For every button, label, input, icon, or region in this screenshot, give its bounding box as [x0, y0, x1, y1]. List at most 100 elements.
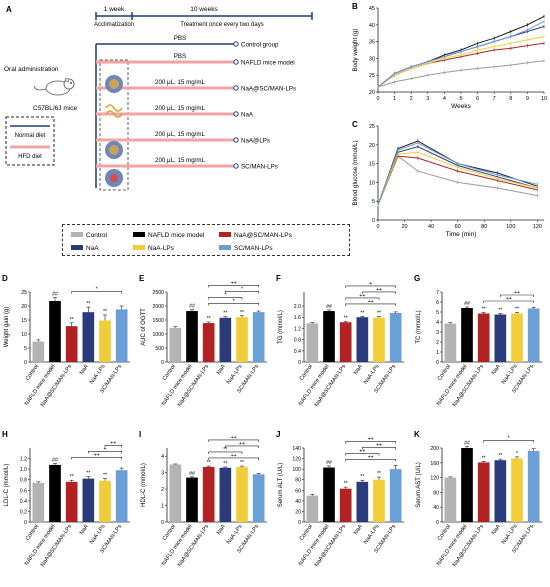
weight-gain-bar-chart: D 0 5 10 15 20 25 Weight gain (g) Control ## NAFLD…	[2, 274, 130, 408]
y-tick-label: 0	[298, 360, 301, 366]
y-axis-label: TG (mmol/L)	[278, 310, 284, 344]
category-label: NAFLD mice model	[298, 524, 331, 567]
category-label: Control	[162, 524, 177, 542]
category-label: NaA-LPs	[363, 524, 381, 546]
bracket-label: ++	[94, 452, 100, 458]
significance-bracket	[362, 447, 396, 450]
bar	[169, 464, 182, 522]
bar	[99, 480, 111, 522]
y-tick-label: 1.2	[20, 457, 27, 463]
panel-label-J: J	[276, 430, 280, 439]
y-tick-label: 80	[295, 478, 301, 484]
chart-B-panel: B 20 25 30 35 40 45 0 1 2 3 4 5 6 7 8 9 10 Weeks Body weigh…	[350, 0, 550, 118]
category-label: Control	[437, 524, 452, 542]
category-label: NaA@SC/MAN-LPs	[177, 364, 211, 408]
bar	[444, 477, 457, 522]
x-tick-label: 5	[459, 96, 462, 102]
category-label: NaA@SC/MAN-LPs	[40, 364, 74, 408]
significance-mark: **	[70, 317, 74, 323]
y-axis-label: Blood glucose (mmol/L)	[352, 141, 359, 206]
y-axis-label: Serum ALT (U/L)	[278, 463, 284, 507]
y-tick-label: 4	[161, 454, 164, 460]
y-tick-label: 0.8	[20, 478, 27, 484]
significance-mark: ##	[464, 441, 470, 447]
significance-mark: **	[360, 310, 364, 316]
bracket-label: **	[223, 447, 227, 453]
category-label: NaA-LPs	[226, 524, 244, 546]
category-label: NAFLD mice model	[24, 524, 57, 567]
hfd-diet-label: HFD diet	[18, 154, 42, 160]
legend-box: Control NAFLD mice model NaA@SC/MAN-LPs NaA…	[62, 224, 350, 256]
panel-label-K: K	[414, 430, 420, 439]
panel-label-I: I	[139, 430, 141, 439]
significance-mark: ##	[52, 292, 58, 298]
bracket-label: ++	[231, 435, 237, 441]
significance-mark: ##	[189, 303, 195, 309]
x-tick-label: 0	[376, 224, 379, 230]
significance-mark: ##	[464, 301, 470, 307]
bar	[373, 317, 385, 362]
y-tick-label: 5	[436, 310, 439, 316]
significance-mark: ##	[326, 304, 332, 310]
x-tick-label: 1	[393, 96, 396, 102]
y-tick-label: 20	[369, 90, 375, 96]
group-dose-label: 200 μL, 15 mg/mL	[155, 131, 206, 138]
series-line	[377, 146, 538, 206]
tc-bar-chart: G 0 1 2 3 4 5 6 7 TC (mmol/L) Control ## NAFLD mice …	[414, 274, 542, 408]
category-label: NaA@SC/MAN-LPs	[314, 524, 348, 568]
y-tick-label: 25	[21, 290, 27, 296]
diet-legend-box	[5, 116, 55, 166]
category-label: NaA@SC/MAN-LPs	[452, 364, 486, 408]
significance-mark: **	[344, 481, 348, 487]
bar	[219, 467, 232, 522]
y-tick-label: 0.4	[20, 499, 27, 505]
significance-mark: **	[498, 453, 502, 459]
bracket-label: ++	[239, 441, 245, 447]
significance-mark: **	[360, 474, 364, 480]
group-endpoint-icon	[233, 137, 239, 143]
liposome-icon-2	[105, 141, 123, 159]
y-tick-label: 140	[292, 446, 301, 452]
y-tick-label: 0	[436, 360, 439, 366]
y-tick-label: 1.2	[294, 326, 301, 332]
series-line	[377, 36, 545, 88]
category-label: NaA-LPs	[501, 364, 519, 386]
bar	[202, 466, 215, 522]
significance-bracket	[208, 457, 259, 460]
series-line	[377, 60, 545, 88]
chart-F-panel: F 0 0.4 0.8 1.2 1.6 2.0 TG (mmol/L) Control ## NAF…	[274, 272, 412, 422]
oral-administration-label: Oral administration	[4, 66, 59, 73]
significance-mark: **	[103, 309, 107, 315]
chart-J-panel: J 0 20 40 60 80 100 120 140 Serum ALT (U/L) Contro…	[274, 428, 412, 582]
bar	[82, 478, 95, 522]
bar	[511, 313, 523, 362]
y-tick-label: 15	[21, 318, 27, 324]
bar	[477, 462, 490, 522]
category-label: NaA	[491, 523, 502, 536]
x-tick-label: 60	[455, 224, 461, 230]
bar	[32, 341, 45, 362]
bar	[461, 448, 473, 522]
legend-swatch	[133, 245, 145, 250]
group-endpoint-icon	[233, 111, 239, 117]
y-tick-label: 100	[292, 467, 301, 473]
significance-mark: **	[482, 307, 486, 313]
bracket-label: ++	[359, 293, 365, 299]
bar	[32, 482, 45, 522]
legend-swatch	[219, 232, 231, 237]
significance-mark: **	[103, 473, 107, 479]
y-tick-label: 5	[24, 346, 27, 352]
naa-icon	[105, 104, 123, 118]
panel-label-F: F	[276, 274, 281, 283]
significance-mark: **	[240, 310, 244, 316]
legend-swatch	[71, 245, 83, 250]
category-label: NaA	[353, 523, 364, 536]
significance-bracket	[71, 291, 122, 294]
legend: Control NAFLD mice model NaA@SC/MAN-LPs NaA…	[71, 232, 293, 252]
bar	[115, 309, 128, 362]
significance-mark: **	[86, 471, 90, 477]
y-tick-label: 10	[369, 180, 375, 186]
y-tick-label: 60	[295, 488, 301, 494]
formulation-box	[99, 59, 129, 191]
bar	[99, 320, 111, 362]
